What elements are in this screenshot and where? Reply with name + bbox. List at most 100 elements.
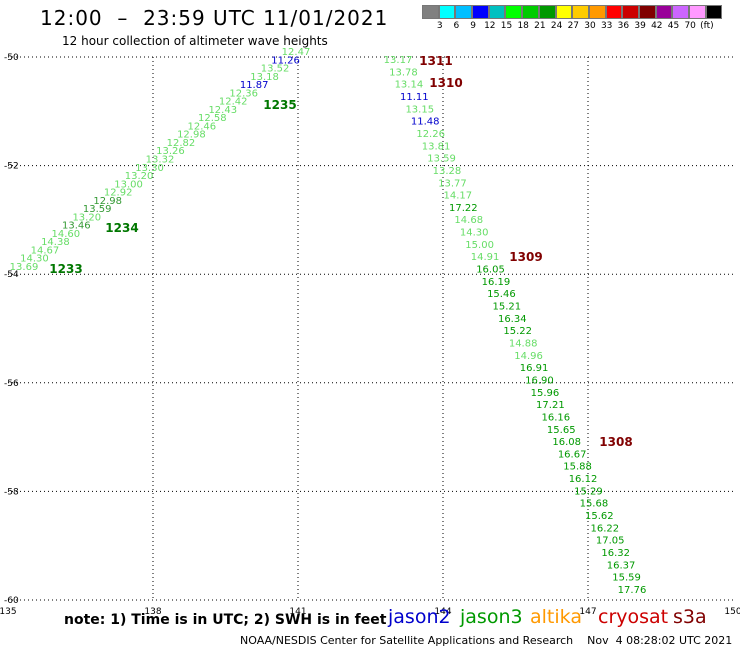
swh-value: 14.38 bbox=[41, 237, 70, 248]
legend-label: 30 bbox=[584, 21, 596, 31]
swh-value: 13.28 bbox=[433, 166, 462, 177]
swh-value: 15.59 bbox=[612, 573, 641, 584]
swh-value: 16.22 bbox=[590, 523, 619, 534]
legend-label: (ft) bbox=[700, 21, 714, 31]
swh-value: 16.16 bbox=[541, 412, 570, 423]
swh-value: 14.68 bbox=[454, 215, 483, 226]
lon-tick-label: 144 bbox=[434, 607, 451, 617]
legend-swatch bbox=[422, 5, 439, 19]
swh-value: 12.98 bbox=[93, 196, 122, 207]
swh-value: 12.36 bbox=[229, 88, 258, 99]
legend-swatch bbox=[522, 5, 539, 19]
swh-value: 17.05 bbox=[596, 536, 625, 547]
swh-value: 16.32 bbox=[601, 548, 630, 559]
legend-swatch bbox=[472, 5, 489, 19]
swh-value: 11.87 bbox=[240, 80, 269, 91]
swh-value: 13.59 bbox=[83, 204, 112, 215]
swh-value: 13.18 bbox=[250, 72, 279, 83]
lat-tick-label: -56 bbox=[4, 379, 19, 389]
swh-value: 13.15 bbox=[405, 104, 434, 115]
swh-value: 15.62 bbox=[585, 511, 614, 522]
swh-value: 12.46 bbox=[188, 121, 217, 132]
swh-value: 14.17 bbox=[444, 191, 473, 202]
lon-tick-label: 135 bbox=[0, 607, 17, 617]
swh-value: 13.14 bbox=[395, 80, 424, 91]
swh-value: 15.29 bbox=[574, 486, 603, 497]
legend-swatch bbox=[438, 5, 456, 19]
legend-label: 15 bbox=[500, 21, 513, 31]
legend-label: 24 bbox=[550, 21, 563, 31]
legend-swatch bbox=[638, 5, 656, 19]
pass-time-label: 1311 bbox=[419, 54, 452, 68]
swh-value: 13.00 bbox=[114, 179, 143, 190]
swh-value: 16.67 bbox=[558, 449, 587, 460]
lon-tick-label: 147 bbox=[579, 607, 596, 617]
legend-swatch bbox=[572, 5, 589, 19]
lat-tick-label: -54 bbox=[4, 270, 19, 280]
swh-value: 13.46 bbox=[62, 221, 91, 232]
lon-tick-label: 141 bbox=[289, 607, 306, 617]
swh-value: 14.30 bbox=[20, 254, 49, 265]
swh-value: 12.92 bbox=[104, 188, 133, 199]
legend-swatch bbox=[622, 5, 639, 19]
swh-value: 15.46 bbox=[487, 289, 516, 300]
lat-tick-label: -50 bbox=[4, 53, 19, 63]
credit-line: NOAA/NESDIS Center for Satellite Applica… bbox=[240, 634, 733, 647]
swh-value: 13.81 bbox=[422, 141, 451, 152]
swh-value: 15.22 bbox=[503, 326, 532, 337]
legend-swatch bbox=[655, 5, 673, 19]
legend-label: 9 bbox=[470, 21, 476, 31]
swh-value: 16.37 bbox=[607, 560, 636, 571]
swh-value: 16.90 bbox=[525, 375, 554, 386]
legend-label: 45 bbox=[667, 21, 680, 31]
pass-time-label: 1310 bbox=[429, 76, 462, 90]
legend-swatch bbox=[505, 5, 523, 19]
swh-value: 13.26 bbox=[156, 146, 185, 157]
color-legend-labels: 3 6 9 12 15 18 21 24 27 30 33 36 39 42 45 70 (ft) bbox=[422, 21, 740, 33]
legend-label: 42 bbox=[651, 21, 663, 31]
legend-label: 21 bbox=[534, 21, 546, 31]
swh-value: 13.17 bbox=[384, 55, 413, 66]
swh-value: 15.96 bbox=[531, 388, 560, 399]
swh-value: 16.19 bbox=[482, 277, 511, 288]
swh-value: 15.68 bbox=[580, 499, 609, 510]
lat-tick-label: -58 bbox=[4, 487, 19, 497]
swh-value: 15.21 bbox=[493, 302, 522, 313]
swh-value: 13.20 bbox=[72, 212, 101, 223]
legend-swatch bbox=[488, 5, 506, 19]
lon-tick-label: 138 bbox=[144, 607, 161, 617]
swh-value: 13.78 bbox=[389, 67, 418, 78]
swh-value: 13.30 bbox=[135, 163, 164, 174]
swh-value: 14.91 bbox=[471, 252, 500, 263]
legend-swatch bbox=[689, 5, 706, 19]
pass-time-label: 1235 bbox=[263, 98, 296, 112]
legend-label: 18 bbox=[517, 21, 529, 31]
swh-value: 11.26 bbox=[271, 55, 300, 66]
map-grid bbox=[8, 56, 733, 601]
legend-label: 36 bbox=[617, 21, 630, 31]
swh-value: 17.76 bbox=[618, 585, 647, 596]
satellite-name-jason3: jason3 bbox=[460, 606, 523, 628]
satellite-name-cryosat: cryosat bbox=[598, 606, 669, 628]
legend-swatch bbox=[555, 5, 573, 19]
legend-label: 39 bbox=[634, 21, 646, 31]
legend-swatch bbox=[672, 5, 689, 19]
swh-value: 12.47 bbox=[282, 47, 311, 58]
swh-value: 13.69 bbox=[10, 262, 39, 273]
legend-swatch bbox=[705, 5, 723, 19]
swh-value: 15.65 bbox=[547, 425, 576, 436]
pass-time-label: 1234 bbox=[105, 221, 138, 235]
swh-value: 12.58 bbox=[198, 113, 227, 124]
swh-value: 14.30 bbox=[460, 228, 489, 239]
swh-value: 12.43 bbox=[208, 105, 237, 116]
footer-note: note: 1) Time is in UTC; 2) SWH is in fe… bbox=[64, 612, 387, 628]
swh-value: 15.00 bbox=[465, 240, 494, 251]
swh-value: 11.11 bbox=[400, 92, 429, 103]
pass-time-label: 1309 bbox=[509, 250, 542, 264]
pass-time-label: 1233 bbox=[49, 262, 82, 276]
swh-value: 15.88 bbox=[563, 462, 592, 473]
swh-value: 12.42 bbox=[219, 97, 248, 108]
swh-value: 16.12 bbox=[569, 474, 598, 485]
